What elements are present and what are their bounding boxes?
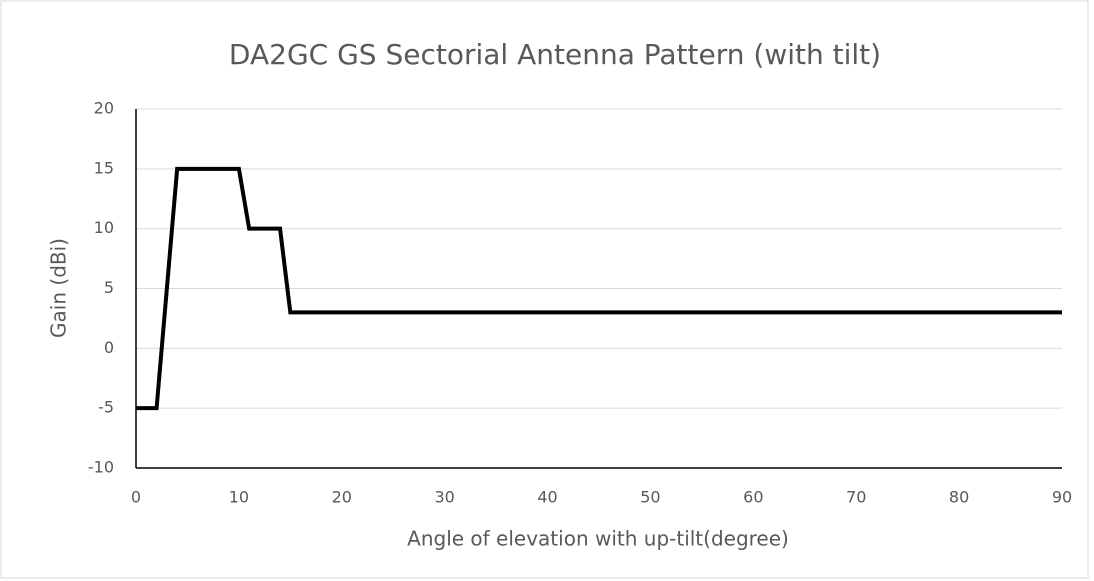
- line-series: [136, 166, 1062, 411]
- x-tick-label: 70: [846, 488, 866, 507]
- y-tick-label: 20: [94, 99, 114, 118]
- x-tick-label: 90: [1052, 488, 1072, 507]
- y-tick-label: 0: [104, 338, 114, 357]
- x-tick-label: 20: [332, 488, 352, 507]
- x-tick-label: 50: [640, 488, 660, 507]
- y-tick-label: 15: [94, 158, 114, 177]
- y-tick-label: 5: [104, 278, 114, 297]
- x-tick-label: 0: [131, 488, 141, 507]
- y-tick-label: -10: [88, 458, 114, 477]
- y-tick-label: -5: [98, 398, 114, 417]
- x-tick-label: 80: [949, 488, 969, 507]
- x-tick-label: 40: [537, 488, 557, 507]
- x-tick-label: 60: [743, 488, 763, 507]
- x-axis-title: Angle of elevation with up-tilt(degree): [407, 527, 789, 551]
- chart-title: DA2GC GS Sectorial Antenna Pattern (with…: [229, 38, 881, 71]
- y-axis-title: Gain (dBi): [47, 238, 71, 338]
- x-tick-label: 10: [229, 488, 249, 507]
- y-tick-label: 10: [94, 218, 114, 237]
- x-tick-label: 30: [434, 488, 454, 507]
